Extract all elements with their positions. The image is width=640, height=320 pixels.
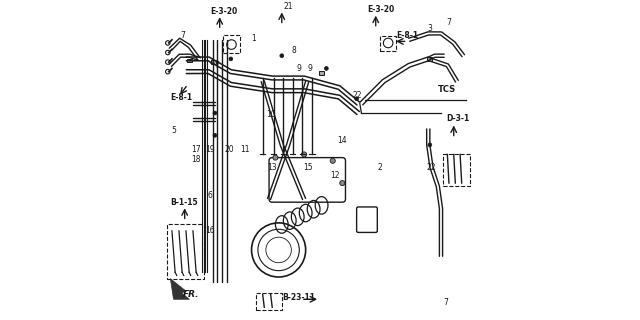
Circle shape bbox=[340, 180, 345, 186]
Text: 14: 14 bbox=[337, 136, 346, 145]
Text: 20: 20 bbox=[225, 145, 234, 154]
Text: TCS: TCS bbox=[438, 85, 456, 94]
Text: 16: 16 bbox=[205, 226, 215, 235]
Bar bbox=[211, 60, 216, 64]
Text: 7: 7 bbox=[444, 298, 448, 307]
Bar bbox=[223, 35, 241, 52]
Text: 22: 22 bbox=[353, 91, 362, 100]
Bar bbox=[319, 71, 324, 75]
Text: 1: 1 bbox=[251, 34, 255, 43]
Text: 13: 13 bbox=[267, 163, 276, 172]
Circle shape bbox=[355, 97, 358, 100]
Text: 15: 15 bbox=[303, 163, 313, 172]
Text: 4: 4 bbox=[209, 58, 214, 67]
Bar bbox=[428, 57, 433, 61]
Text: 21: 21 bbox=[284, 2, 293, 11]
Circle shape bbox=[229, 57, 233, 61]
Text: D-3-1: D-3-1 bbox=[446, 114, 469, 123]
Bar bbox=[443, 155, 470, 186]
Text: 7: 7 bbox=[180, 30, 186, 39]
Text: 6: 6 bbox=[208, 191, 212, 200]
Bar bbox=[381, 36, 396, 51]
Circle shape bbox=[273, 155, 278, 160]
Bar bbox=[256, 293, 282, 310]
Circle shape bbox=[213, 111, 217, 115]
Text: 18: 18 bbox=[192, 155, 201, 164]
Text: 7: 7 bbox=[214, 61, 219, 70]
Circle shape bbox=[280, 54, 284, 58]
Text: E-8-1: E-8-1 bbox=[396, 31, 419, 40]
Text: B-1-15: B-1-15 bbox=[170, 198, 198, 207]
Bar bbox=[167, 224, 204, 279]
Text: 11: 11 bbox=[241, 145, 250, 154]
Text: 5: 5 bbox=[171, 126, 176, 135]
Text: FR.: FR. bbox=[182, 290, 199, 299]
Circle shape bbox=[301, 152, 307, 157]
Text: E-3-20: E-3-20 bbox=[210, 7, 237, 16]
Text: E-8-1: E-8-1 bbox=[170, 93, 193, 102]
Circle shape bbox=[330, 158, 335, 163]
Polygon shape bbox=[170, 279, 189, 299]
Text: 8: 8 bbox=[291, 46, 296, 55]
Circle shape bbox=[213, 133, 217, 137]
Text: 3: 3 bbox=[428, 24, 432, 33]
Text: 17: 17 bbox=[191, 145, 201, 154]
Text: E-3-20: E-3-20 bbox=[367, 5, 394, 14]
Circle shape bbox=[324, 67, 328, 70]
Text: B-23-11: B-23-11 bbox=[282, 293, 315, 302]
Text: 12: 12 bbox=[330, 171, 340, 180]
Text: 22: 22 bbox=[426, 163, 436, 172]
Text: 2: 2 bbox=[378, 163, 382, 172]
Circle shape bbox=[428, 143, 432, 147]
Bar bbox=[187, 59, 192, 62]
Text: 19: 19 bbox=[205, 145, 215, 154]
Text: 10: 10 bbox=[266, 110, 275, 119]
Text: 9: 9 bbox=[297, 64, 301, 73]
Text: 7: 7 bbox=[447, 18, 451, 27]
Text: 9: 9 bbox=[307, 64, 312, 73]
